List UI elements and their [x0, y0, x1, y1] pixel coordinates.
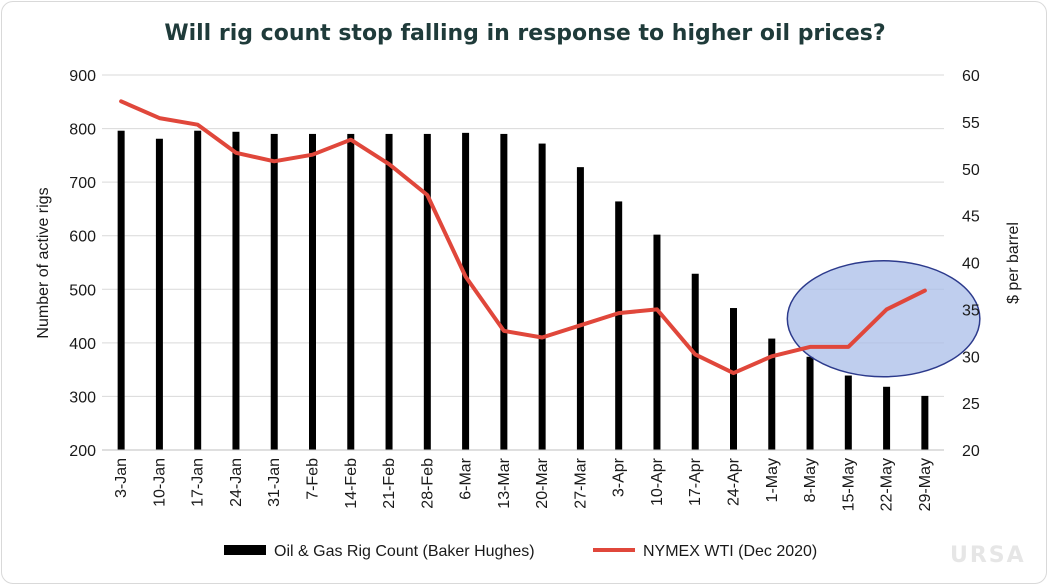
x-tick-label: 3-Jan: [113, 458, 130, 498]
x-tick-label: 13-Mar: [496, 457, 513, 508]
x-tick-label: 10-Jan: [151, 458, 168, 507]
left-tick-label: 500: [69, 282, 96, 299]
rig-count-bar: [576, 167, 584, 450]
left-tick-label: 300: [69, 389, 96, 406]
rig-count-bar: [500, 133, 508, 450]
right-tick-label: 20: [962, 443, 980, 460]
x-tick-label: 1-May: [764, 458, 781, 502]
rig-count-bar: [844, 375, 852, 450]
x-tick-label: 7-Feb: [305, 458, 322, 500]
right-tick-label: 60: [962, 68, 980, 85]
chart-title: Will rig count stop falling in response …: [164, 21, 885, 46]
x-tick-label: 14-Feb: [343, 458, 360, 509]
x-axis: 3-Jan 10-Jan 17-Jan 24-Jan 31-Jan 7-Feb 14-Feb…: [102, 449, 944, 511]
rig-count-bar: [385, 133, 393, 450]
right-tick-label: 25: [962, 396, 980, 413]
x-tick-label: 17-Jan: [190, 458, 207, 507]
x-tick-label: 31-Jan: [266, 458, 283, 507]
right-tick-label: 55: [962, 115, 980, 132]
x-tick-label: 6-Mar: [458, 457, 475, 499]
highlight-ellipse: [786, 260, 981, 378]
x-tick-label: 28-Feb: [419, 458, 436, 509]
left-tick-label: 700: [69, 175, 96, 192]
right-tick-label: 30: [962, 349, 980, 366]
right-tick-label: 50: [962, 162, 980, 179]
x-tick-label: 27-Mar: [572, 457, 589, 508]
legend-swatch-bars: [224, 545, 266, 555]
legend-label-bars: Oil & Gas Rig Count (Baker Hughes): [274, 543, 535, 560]
right-tick-label: 45: [962, 209, 980, 226]
wti-price-line: [119, 99, 927, 376]
rig-count-bar: [768, 338, 776, 450]
rig-count-bar: [691, 273, 699, 450]
left-axis-label: Number of active rigs: [35, 187, 52, 338]
right-tick-label: 40: [962, 256, 980, 273]
left-tick-label: 800: [69, 122, 96, 139]
rig-count-bar: [806, 356, 814, 450]
left-tick-label: 600: [69, 229, 96, 246]
legend: Oil & Gas Rig Count (Baker Hughes) NYMEX…: [224, 543, 817, 560]
rig-count-bar: [462, 132, 470, 450]
legend-label-line: NYMEX WTI (Dec 2020): [643, 543, 817, 560]
gridlines: [102, 74, 944, 451]
x-tick-label: 20-Mar: [534, 457, 551, 508]
annotation-layer: [786, 260, 981, 378]
right-axis: 20 25 30 35 40 45 50 55 60: [962, 68, 980, 460]
right-axis-label: $ per barrel: [1005, 222, 1022, 304]
right-tick-label: 35: [962, 302, 980, 319]
rig-count-bar: [117, 130, 125, 450]
left-axis: 200 300 400 500 600 700 800 900: [69, 68, 96, 460]
watermark-logo: URSA: [950, 543, 1026, 568]
rig-count-bar: [921, 395, 929, 450]
rig-count-bar: [309, 133, 316, 450]
rig-count-bar: [883, 386, 891, 450]
rig-count-bar: [232, 131, 240, 451]
x-tick-label: 15-May: [840, 458, 857, 511]
x-tick-label: 24-Jan: [228, 458, 245, 507]
rig-count-bar: [423, 133, 431, 450]
x-tick-label: 22-May: [879, 458, 896, 511]
rig-count-bar: [538, 143, 546, 451]
bar-series: [117, 130, 929, 451]
x-tick-label: 24-Apr: [726, 457, 743, 506]
line-series: [119, 99, 927, 376]
left-tick-label: 200: [69, 443, 96, 460]
rig-count-bar: [615, 201, 623, 450]
rig-count-bar: [155, 138, 163, 450]
rig-count-bar: [270, 133, 278, 450]
x-tick-label: 8-May: [802, 458, 819, 502]
x-tick-label: 21-Feb: [381, 458, 398, 509]
rig-count-bar: [730, 308, 737, 450]
left-tick-label: 900: [69, 68, 96, 85]
rig-count-bar: [653, 234, 661, 450]
x-tick-label: 3-Apr: [611, 457, 628, 497]
x-tick-label: 29-May: [917, 458, 934, 511]
left-tick-label: 400: [69, 336, 96, 353]
x-tick-label: 17-Apr: [687, 457, 704, 506]
x-tick-label: 10-Apr: [649, 457, 666, 506]
rig-count-bar: [347, 133, 355, 450]
rig-count-bar: [194, 130, 202, 450]
